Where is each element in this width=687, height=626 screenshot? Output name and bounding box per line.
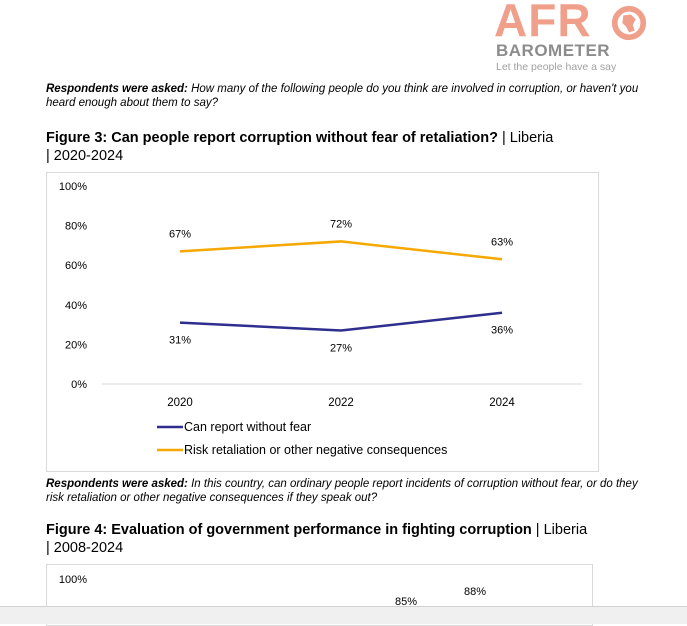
figure-subtitle-years: | 2020-2024 (46, 148, 123, 164)
figure-subtitle-years: | 2008-2024 (46, 540, 123, 556)
afrobarometer-logo: AFR BAROMETER Let the people have a say (494, 0, 664, 76)
logo-tagline: Let the people have a say (496, 62, 616, 73)
respondents-note-1: Respondents were asked: How many of the … (46, 82, 651, 110)
globe-icon (610, 4, 648, 42)
horizontal-scrollbar[interactable] (0, 606, 687, 624)
respondents-note-2: Respondents were asked: In this country,… (46, 477, 651, 505)
data-label: 63% (491, 236, 513, 248)
note-label: Respondents were asked: (46, 83, 188, 95)
y-tick-label: 60% (65, 260, 87, 272)
y-tick-label: 80% (65, 221, 87, 233)
figure-3-chart: 0% 20% 40% 60% 80% 100% 2020 2022 2024 31% 27% 36% 6… (46, 172, 599, 472)
figure-title-text: Figure 3: Can people report corruption w… (46, 130, 498, 146)
note-label: Respondents were asked: (46, 478, 188, 490)
y-tick-label: 40% (65, 300, 87, 312)
series-line (180, 313, 502, 331)
y-tick-label: 20% (65, 339, 87, 351)
y-tick-label: 100% (59, 574, 87, 586)
figure-4-title: Figure 4: Evaluation of government perfo… (46, 521, 646, 557)
figure-3-title: Figure 3: Can people report corruption w… (46, 129, 646, 165)
data-label: 72% (330, 218, 352, 230)
y-tick-label: 0% (71, 379, 87, 391)
logo-barometer-text: BAROMETER (496, 42, 610, 60)
data-label: 67% (169, 228, 191, 240)
legend-label: Can report without fear (184, 420, 311, 434)
figure-subtitle-country: | Liberia (532, 522, 587, 538)
y-tick-label: 100% (59, 181, 87, 193)
x-tick-label: 2024 (489, 397, 515, 409)
figure-3-chart-svg: 0% 20% 40% 60% 80% 100% 2020 2022 2024 31% 27% 36% 6… (47, 173, 598, 471)
series-line (180, 241, 502, 259)
x-tick-label: 2020 (167, 397, 193, 409)
data-label: 31% (169, 335, 191, 347)
x-tick-label: 2022 (328, 397, 354, 409)
data-label: 27% (330, 343, 352, 355)
figure-subtitle-country: | Liberia (498, 130, 553, 146)
data-label: 36% (491, 325, 513, 337)
figure-title-text: Figure 4: Evaluation of government perfo… (46, 522, 532, 538)
legend-label: Risk retaliation or other negative conse… (184, 443, 447, 457)
logo-afro-text: AFR (494, 0, 592, 44)
data-label: 88% (464, 586, 486, 598)
